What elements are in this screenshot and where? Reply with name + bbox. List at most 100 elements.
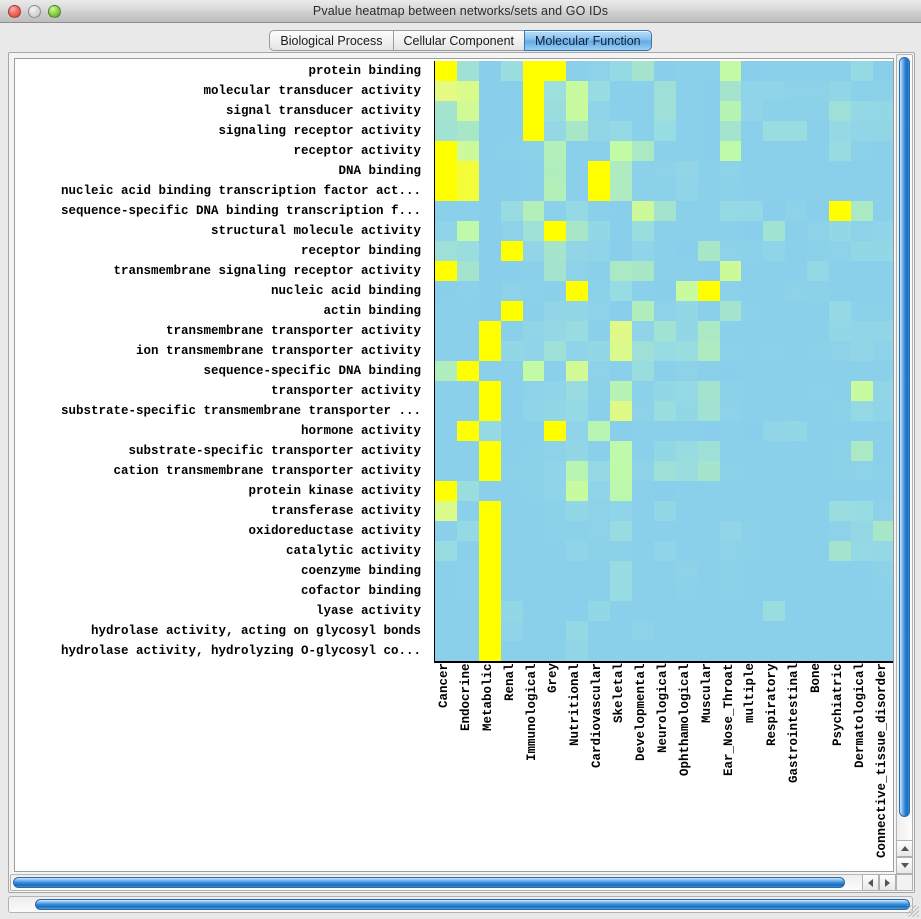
heatmap-cell[interactable] — [610, 501, 633, 521]
heatmap-cell[interactable] — [500, 221, 523, 241]
heatmap-cell[interactable] — [872, 261, 893, 281]
heatmap-cell[interactable] — [719, 621, 742, 641]
heatmap-cell[interactable] — [478, 501, 501, 521]
heatmap-cell[interactable] — [456, 181, 479, 201]
heatmap-cell[interactable] — [829, 381, 851, 401]
heatmap-cell[interactable] — [610, 401, 633, 421]
heatmap-cell[interactable] — [763, 181, 786, 201]
heatmap-cell[interactable] — [807, 201, 830, 221]
heatmap-cell[interactable] — [632, 121, 654, 141]
heatmap-cell[interactable] — [829, 461, 851, 481]
heatmap-cell[interactable] — [544, 81, 567, 101]
vertical-scrollbar-thumb[interactable] — [899, 57, 910, 817]
heatmap-cell[interactable] — [522, 161, 545, 181]
heatmap-cell[interactable] — [435, 521, 457, 541]
heatmap-cell[interactable] — [610, 481, 633, 501]
heatmap-cell[interactable] — [741, 501, 764, 521]
heatmap-cell[interactable] — [872, 81, 893, 101]
heatmap-cell[interactable] — [588, 181, 611, 201]
heatmap-cell[interactable] — [632, 481, 654, 501]
tab-cellular-component[interactable]: Cellular Component — [392, 30, 524, 51]
heatmap-cell[interactable] — [872, 561, 893, 581]
heatmap-cell[interactable] — [522, 621, 545, 641]
heatmap-cell[interactable] — [763, 421, 786, 441]
heatmap-cell[interactable] — [435, 261, 457, 281]
heatmap-cell[interactable] — [653, 381, 676, 401]
heatmap-cell[interactable] — [675, 381, 698, 401]
heatmap-cell[interactable] — [807, 181, 830, 201]
tab-biological-process[interactable]: Biological Process — [269, 30, 393, 51]
heatmap-cell[interactable] — [763, 461, 786, 481]
heatmap-cell[interactable] — [544, 241, 567, 261]
heatmap-cell[interactable] — [632, 281, 654, 301]
heatmap-cell[interactable] — [500, 401, 523, 421]
heatmap-cell[interactable] — [566, 81, 589, 101]
heatmap-cell[interactable] — [785, 221, 808, 241]
heatmap-cell[interactable] — [807, 281, 830, 301]
heatmap-cell[interactable] — [500, 601, 523, 621]
heatmap-cell[interactable] — [807, 341, 830, 361]
heatmap-cell[interactable] — [872, 341, 893, 361]
heatmap-cell[interactable] — [719, 501, 742, 521]
heatmap-cell[interactable] — [435, 381, 457, 401]
heatmap-cell[interactable] — [522, 121, 545, 141]
heatmap-cell[interactable] — [850, 601, 873, 621]
heatmap-cell[interactable] — [697, 321, 720, 341]
heatmap-cell[interactable] — [872, 181, 893, 201]
heatmap-cell[interactable] — [456, 461, 479, 481]
heatmap-cell[interactable] — [807, 581, 830, 601]
heatmap-cell[interactable] — [588, 61, 611, 81]
heatmap-cell[interactable] — [456, 101, 479, 121]
heatmap-cell[interactable] — [500, 321, 523, 341]
heatmap-cell[interactable] — [478, 201, 501, 221]
heatmap-cell[interactable] — [566, 401, 589, 421]
heatmap-cell[interactable] — [588, 581, 611, 601]
heatmap-cell[interactable] — [632, 241, 654, 261]
heatmap-cell[interactable] — [697, 441, 720, 461]
heatmap-cell[interactable] — [872, 141, 893, 161]
heatmap-cell[interactable] — [500, 581, 523, 601]
heatmap-cell[interactable] — [610, 581, 633, 601]
heatmap-cell[interactable] — [850, 161, 873, 181]
heatmap-cell[interactable] — [675, 461, 698, 481]
heatmap-cell[interactable] — [741, 281, 764, 301]
heatmap-cell[interactable] — [456, 641, 479, 661]
heatmap-cell[interactable] — [610, 461, 633, 481]
heatmap-cell[interactable] — [697, 581, 720, 601]
heatmap-cell[interactable] — [435, 621, 457, 641]
heatmap-cell[interactable] — [500, 301, 523, 321]
heatmap-cell[interactable] — [653, 261, 676, 281]
heatmap-cell[interactable] — [785, 481, 808, 501]
heatmap-cell[interactable] — [456, 561, 479, 581]
heatmap-cell[interactable] — [763, 641, 786, 661]
heatmap-cell[interactable] — [697, 641, 720, 661]
heatmap-cell[interactable] — [588, 81, 611, 101]
heatmap-cell[interactable] — [478, 281, 501, 301]
heatmap-cell[interactable] — [807, 161, 830, 181]
heatmap-cell[interactable] — [435, 581, 457, 601]
heatmap-cell[interactable] — [588, 601, 611, 621]
heatmap-cell[interactable] — [632, 421, 654, 441]
heatmap-cell[interactable] — [675, 361, 698, 381]
heatmap-cell[interactable] — [522, 141, 545, 161]
heatmap-cell[interactable] — [785, 421, 808, 441]
heatmap-cell[interactable] — [522, 181, 545, 201]
heatmap-cell[interactable] — [719, 601, 742, 621]
heatmap-cell[interactable] — [785, 241, 808, 261]
heatmap-cell[interactable] — [675, 561, 698, 581]
heatmap-cell[interactable] — [632, 81, 654, 101]
heatmap-cell[interactable] — [741, 581, 764, 601]
heatmap-cell[interactable] — [522, 341, 545, 361]
heatmap-cell[interactable] — [456, 321, 479, 341]
heatmap-cell[interactable] — [807, 441, 830, 461]
heatmap-cell[interactable] — [829, 221, 851, 241]
heatmap-cell[interactable] — [697, 181, 720, 201]
heatmap-cell[interactable] — [610, 161, 633, 181]
heatmap-cell[interactable] — [653, 561, 676, 581]
heatmap-cell[interactable] — [544, 361, 567, 381]
heatmap-cell[interactable] — [807, 241, 830, 261]
heatmap-cell[interactable] — [456, 221, 479, 241]
heatmap-cell[interactable] — [697, 61, 720, 81]
heatmap-cell[interactable] — [741, 561, 764, 581]
heatmap-cell[interactable] — [544, 261, 567, 281]
